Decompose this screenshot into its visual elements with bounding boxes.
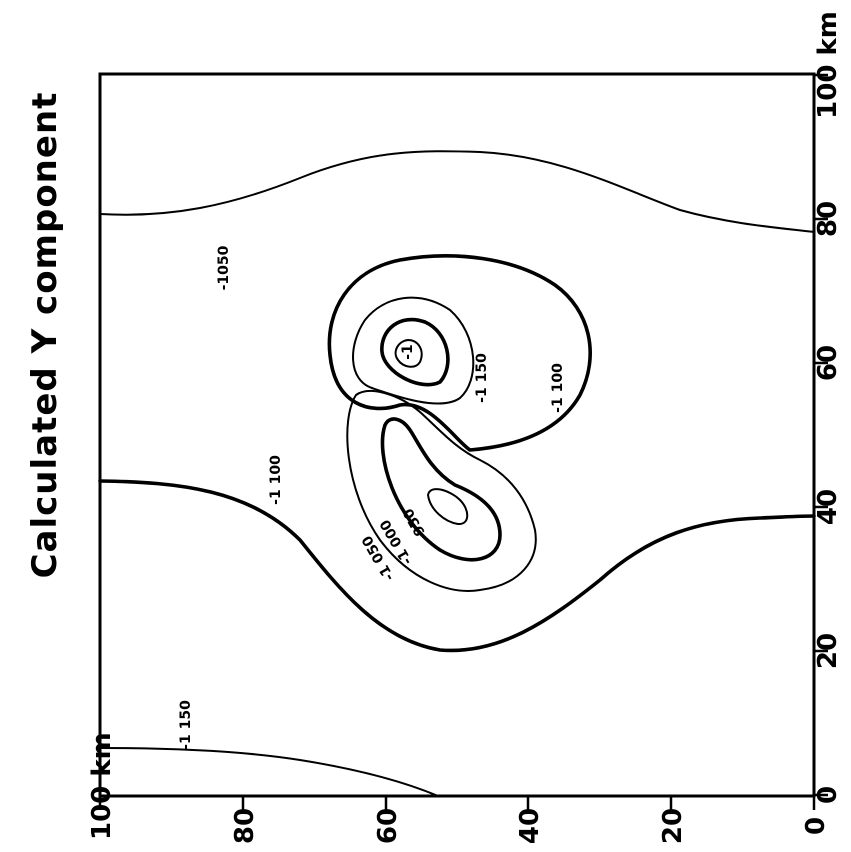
horizontal-tick-40: 40 [515,808,545,844]
horizontal-tick-100: 100 km [87,732,117,840]
contour-upper-inner [380,317,450,387]
vertical-tick-20: 20 [813,633,843,669]
horizontal-tick-80: 80 [230,808,260,844]
vertical-tick-40: 40 [813,489,843,525]
bottom-axis: 0 20 40 60 80 100 km [87,732,831,844]
vertical-tick-60: 60 [813,345,843,381]
contour-label: -1 [400,344,416,360]
contour-upper-outer [327,254,592,452]
contour-1100-main [98,479,816,653]
figure-title: Calculated Y component [25,92,65,579]
contour-1150-bottom-left [99,747,439,797]
contour-lower-middle [380,417,502,562]
contours [98,150,816,797]
vertical-tick-0: 0 [813,786,843,804]
horizontal-tick-60: 60 [373,808,403,844]
plot-frame [98,72,816,798]
horizontal-tick-20: 20 [658,808,688,844]
contour-upper-innermost [394,339,423,368]
contour-1050-top [99,150,815,233]
contour-lower-outer [346,390,537,592]
right-axis: 0 20 40 60 80 100 km [813,11,843,804]
contour-label: -1 100 [550,363,566,413]
contour-lower-inner [427,488,469,525]
vertical-tick-100: 100 km [813,11,843,119]
horizontal-tick-0: 0 [801,817,831,835]
contour-labels: -1050 -1 100 -1 150 -1 100 -1 150 -1 950… [178,245,566,749]
vertical-tick-80: 80 [813,201,843,237]
contour-label: -1050 [216,245,232,290]
contour-label: -1 150 [474,353,490,403]
contour-label: -1 100 [268,455,284,505]
contour-label: -1 150 [178,700,194,750]
